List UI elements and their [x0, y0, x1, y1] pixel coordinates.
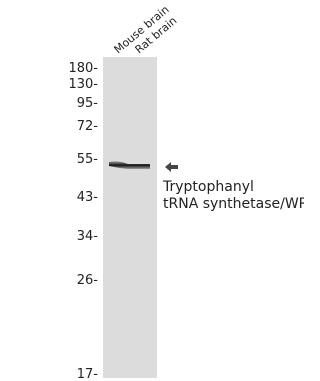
- marker-label: 55-: [77, 152, 99, 167]
- marker-label: 180-: [68, 61, 98, 76]
- band-arrow: [165, 162, 178, 172]
- marker-label: 17-: [77, 367, 99, 381]
- blot-membrane: [103, 57, 157, 378]
- marker-label: 43-: [77, 190, 99, 205]
- marker-labels: 180- 130- 95- 72- 55- 43- 34- 26- 17-: [68, 61, 98, 381]
- band-label: Tryptophanyl: [162, 179, 254, 195]
- marker-label: 34-: [77, 229, 99, 244]
- marker-label: 95-: [77, 96, 99, 111]
- marker-label: 130-: [68, 77, 98, 92]
- marker-label: 26-: [77, 273, 99, 288]
- band-label: tRNA synthetase/WRS: [163, 196, 304, 212]
- western-blot-figure: Mouse brain Rat brain 180- 130- 95- 72- …: [0, 0, 304, 381]
- marker-label: 72-: [77, 119, 99, 134]
